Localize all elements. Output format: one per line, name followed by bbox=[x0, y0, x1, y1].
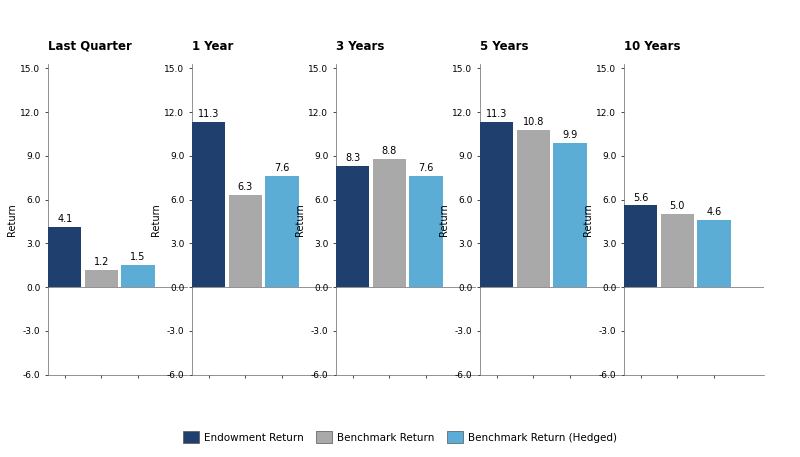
Text: 5.0: 5.0 bbox=[670, 202, 685, 211]
Text: 10 Years: 10 Years bbox=[624, 40, 681, 53]
Y-axis label: Return: Return bbox=[295, 203, 306, 236]
Bar bbox=[697, 220, 730, 287]
Text: 3 Years: 3 Years bbox=[336, 40, 384, 53]
Text: 9.9: 9.9 bbox=[562, 130, 578, 140]
Bar bbox=[48, 228, 82, 287]
Y-axis label: Return: Return bbox=[583, 203, 594, 236]
Text: 4.1: 4.1 bbox=[57, 214, 72, 224]
Text: 1 Year: 1 Year bbox=[192, 40, 234, 53]
Bar bbox=[121, 266, 154, 287]
Text: 6.3: 6.3 bbox=[238, 182, 253, 192]
Bar bbox=[661, 214, 694, 287]
Text: 7.6: 7.6 bbox=[274, 164, 290, 173]
Bar bbox=[409, 176, 442, 287]
Text: 8.8: 8.8 bbox=[382, 146, 397, 156]
Bar bbox=[85, 270, 118, 287]
Bar bbox=[229, 195, 262, 287]
Text: 8.3: 8.3 bbox=[345, 153, 360, 163]
Text: 1.2: 1.2 bbox=[94, 257, 109, 267]
Bar bbox=[336, 166, 370, 287]
Text: 1.5: 1.5 bbox=[130, 252, 146, 262]
Text: 5.6: 5.6 bbox=[633, 192, 649, 202]
Bar bbox=[624, 206, 658, 287]
Text: 10.8: 10.8 bbox=[522, 117, 544, 127]
Bar bbox=[192, 122, 226, 287]
Bar bbox=[517, 130, 550, 287]
Text: 4.6: 4.6 bbox=[706, 207, 722, 217]
Text: 11.3: 11.3 bbox=[486, 109, 507, 119]
Legend: Endowment Return, Benchmark Return, Benchmark Return (Hedged): Endowment Return, Benchmark Return, Benc… bbox=[179, 427, 621, 447]
Text: Last Quarter: Last Quarter bbox=[48, 40, 132, 53]
Bar bbox=[373, 159, 406, 287]
Bar bbox=[265, 176, 298, 287]
Bar bbox=[480, 122, 514, 287]
Text: 7.6: 7.6 bbox=[418, 164, 434, 173]
Y-axis label: Return: Return bbox=[151, 203, 162, 236]
Y-axis label: Return: Return bbox=[439, 203, 450, 236]
Bar bbox=[553, 143, 586, 287]
Text: 11.3: 11.3 bbox=[198, 109, 219, 119]
Text: 5 Years: 5 Years bbox=[480, 40, 529, 53]
Y-axis label: Return: Return bbox=[7, 203, 18, 236]
